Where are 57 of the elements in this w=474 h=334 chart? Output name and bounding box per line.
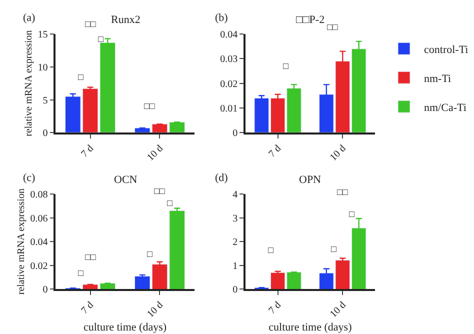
annotation: □: [167, 198, 173, 208]
annotation: □: [331, 244, 337, 254]
y-axis-title: relative mRNA expression: [16, 188, 27, 295]
annotation: □: [147, 249, 153, 259]
text: □□: [327, 22, 338, 32]
y-tick-label: 0.04: [30, 237, 48, 248]
y-tick-label: 3: [232, 213, 238, 224]
y-tick-label: 0.03: [220, 54, 238, 66]
text: (d): [215, 172, 228, 184]
x-tick-label: 10 d: [145, 143, 166, 164]
text: (b): [215, 12, 228, 24]
text: □□: [85, 19, 96, 29]
x-tick-label: 7 d: [266, 143, 284, 160]
x-tick-label: 10 d: [328, 300, 348, 320]
text: (a): [23, 12, 36, 24]
chart-title: □□P-2: [296, 14, 325, 26]
x-tick-label: 7 d: [266, 300, 284, 316]
y-tick-label: 0: [232, 284, 238, 296]
x-tick-label: 10 d: [328, 143, 348, 164]
y-tick-label: 4: [232, 189, 238, 200]
y-tick-label: 0: [42, 128, 48, 140]
annotation: □□: [85, 252, 96, 262]
chart-title: OPN: [299, 174, 322, 186]
y-tick-label: 0.01: [220, 103, 238, 114]
y-tick-label: 10: [38, 62, 48, 74]
y-tick-label: 0: [232, 128, 238, 140]
x-axis-title: culture time (days): [268, 322, 352, 334]
annotation: □: [283, 61, 289, 71]
annotation: □□: [337, 187, 348, 197]
chart-title: Runx2: [111, 14, 140, 26]
annotation: □: [78, 268, 84, 278]
y-tick-label: 0.02: [30, 260, 48, 272]
y-tick-label: 1: [232, 260, 238, 272]
annotation: □: [78, 72, 84, 82]
annotation: □: [98, 34, 104, 44]
text: (c): [23, 172, 36, 184]
x-axis-title: culture time (days): [83, 322, 167, 334]
annotation: □□: [144, 101, 156, 111]
x-tick-label: 10 d: [145, 300, 166, 320]
x-tick-label: 7 d: [79, 300, 96, 316]
y-tick-label: 0.02: [220, 78, 238, 90]
legend-label: nm-Ti: [424, 72, 452, 85]
y-tick-label: 0: [42, 284, 48, 296]
y-tick-label: 2: [232, 237, 238, 248]
annotation: □□: [154, 186, 166, 196]
y-tick-label: 0.06: [30, 213, 48, 224]
annotation: □: [349, 209, 355, 219]
x-tick-label: 7 d: [79, 143, 96, 160]
y-tick-label: 0.08: [30, 189, 48, 200]
y-tick-label: 15: [38, 30, 48, 41]
y-axis-title: relative mRNA expression: [23, 30, 34, 136]
annotation: □: [268, 245, 274, 255]
legend-label: control-Ti: [424, 44, 468, 56]
y-tick-label: 5: [42, 95, 48, 106]
chart-title: OCN: [114, 174, 138, 186]
legend-label: nm/Ca-Ti: [424, 102, 466, 114]
y-tick-label: 0.04: [220, 30, 238, 41]
